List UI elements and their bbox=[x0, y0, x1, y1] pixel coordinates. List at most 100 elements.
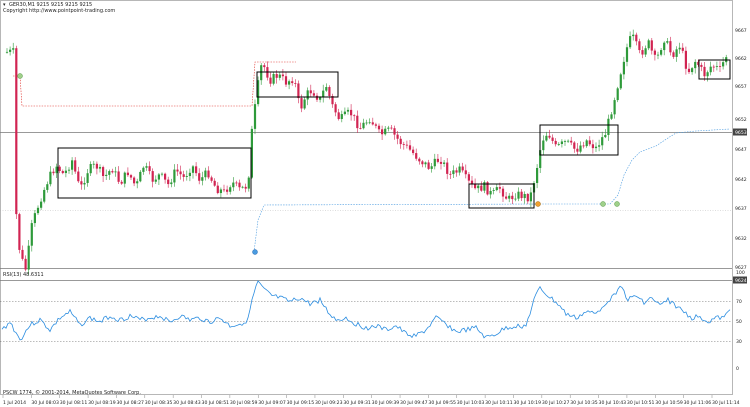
candle-bull bbox=[185, 176, 188, 177]
candle-bull bbox=[306, 90, 309, 100]
candle-bull bbox=[443, 162, 446, 164]
trailing-stop-red bbox=[13, 61, 296, 107]
candle-bear bbox=[331, 95, 334, 105]
candle-bull bbox=[288, 81, 291, 85]
rsi-line bbox=[1, 280, 731, 341]
candle-bull bbox=[384, 128, 387, 135]
candle-bear bbox=[501, 188, 505, 197]
candle-bear bbox=[350, 109, 353, 116]
consolidation-box[interactable] bbox=[256, 71, 339, 98]
candle-bear bbox=[402, 144, 405, 145]
triangle-down-icon[interactable]: ▾ bbox=[3, 2, 6, 8]
candle-bull bbox=[424, 162, 427, 165]
consolidation-box[interactable] bbox=[57, 147, 252, 199]
candle-bull bbox=[706, 72, 709, 77]
candle-bear bbox=[297, 83, 300, 99]
price-tick: 9637 bbox=[735, 206, 747, 212]
candle-bull bbox=[666, 41, 669, 43]
candle-bull bbox=[105, 174, 108, 177]
candle-bear bbox=[635, 34, 638, 42]
candle-bull bbox=[601, 137, 604, 146]
candle-bear bbox=[588, 140, 591, 145]
time-label: 1 Jul 2014 bbox=[3, 400, 26, 406]
candle-bull bbox=[40, 201, 43, 208]
candle-bear bbox=[120, 181, 123, 184]
time-label: 30 Jul 08:19 bbox=[88, 400, 116, 406]
time-label: 30 Jul 09:39 bbox=[372, 400, 400, 406]
candle-bear bbox=[52, 171, 55, 174]
candle-bear bbox=[291, 81, 294, 84]
candle-bull bbox=[123, 172, 126, 184]
candle-bull bbox=[67, 169, 71, 171]
candle-bear bbox=[198, 173, 201, 181]
signal-marker[interactable] bbox=[614, 201, 620, 207]
candle-bull bbox=[613, 100, 616, 115]
price-tick: 9632 bbox=[735, 236, 747, 242]
consolidation-box[interactable] bbox=[698, 59, 731, 80]
candle-bear bbox=[381, 129, 384, 135]
candle-bull bbox=[514, 198, 517, 200]
candle-bear bbox=[650, 40, 653, 51]
footer-copyright: PSCW 1774, © 2001-2014, MetaQuotes Softw… bbox=[3, 389, 141, 396]
candle-bull bbox=[619, 74, 622, 89]
rsi-label: RSI(13) 48.6311 bbox=[3, 272, 44, 278]
candle-bull bbox=[387, 127, 390, 129]
candle-bear bbox=[467, 174, 470, 181]
candle-bear bbox=[126, 172, 129, 176]
candle-bull bbox=[247, 177, 250, 189]
candle-bull bbox=[458, 166, 461, 173]
candle-bull bbox=[12, 48, 15, 50]
candle-bull bbox=[539, 150, 542, 168]
candle-bull bbox=[722, 62, 725, 67]
time-label: 30 Jul 10:35 bbox=[570, 400, 598, 406]
candle-bull bbox=[46, 184, 49, 190]
signal-marker[interactable] bbox=[535, 201, 541, 207]
candle-bear bbox=[300, 98, 303, 109]
candle-bear bbox=[461, 166, 464, 171]
candle-bear bbox=[328, 87, 331, 96]
consolidation-box[interactable] bbox=[468, 183, 535, 209]
candle-bear bbox=[164, 173, 167, 180]
candle-bear bbox=[337, 112, 340, 120]
candle-bear bbox=[554, 140, 557, 145]
candle-bull bbox=[346, 109, 350, 112]
candle-bull bbox=[83, 182, 86, 185]
candle-bull bbox=[647, 40, 650, 49]
candle-bear bbox=[672, 52, 675, 57]
candle-bull bbox=[616, 88, 619, 101]
candle-bear bbox=[21, 249, 24, 259]
candle-bear bbox=[576, 148, 579, 152]
candle-bull bbox=[250, 128, 253, 178]
current-price-box bbox=[733, 128, 747, 136]
time-label: 30 Jul 09:23 bbox=[315, 400, 343, 406]
candle-bull bbox=[278, 74, 281, 78]
candle-bear bbox=[480, 185, 483, 191]
time-label: 30 Jul 11:06 bbox=[684, 400, 712, 406]
consolidation-box[interactable] bbox=[539, 124, 619, 156]
candle-bear bbox=[129, 175, 133, 178]
price-tick: 9667 bbox=[735, 28, 747, 34]
candle-bull bbox=[229, 187, 232, 192]
candle-bear bbox=[415, 153, 418, 159]
candle-bear bbox=[405, 144, 408, 146]
candle-bull bbox=[545, 135, 548, 141]
candle-bull bbox=[154, 179, 157, 182]
candle-bear bbox=[455, 170, 458, 173]
candle-bear bbox=[464, 170, 467, 175]
candle-bull bbox=[89, 164, 92, 174]
candle-bull bbox=[160, 173, 164, 175]
candle-bull bbox=[362, 122, 365, 129]
signal-marker[interactable] bbox=[252, 249, 258, 255]
candle-bear bbox=[176, 169, 179, 172]
candle-bull bbox=[489, 190, 492, 195]
candle-bear bbox=[216, 185, 219, 194]
bottom-price-label: 9624 bbox=[735, 278, 747, 284]
candle-bear bbox=[263, 65, 266, 68]
signal-marker[interactable] bbox=[600, 201, 606, 207]
candle-bull bbox=[204, 170, 207, 178]
time-label: 30 Jul 09:55 bbox=[428, 400, 456, 406]
signal-marker[interactable] bbox=[17, 73, 23, 79]
candle-bull bbox=[145, 166, 148, 168]
